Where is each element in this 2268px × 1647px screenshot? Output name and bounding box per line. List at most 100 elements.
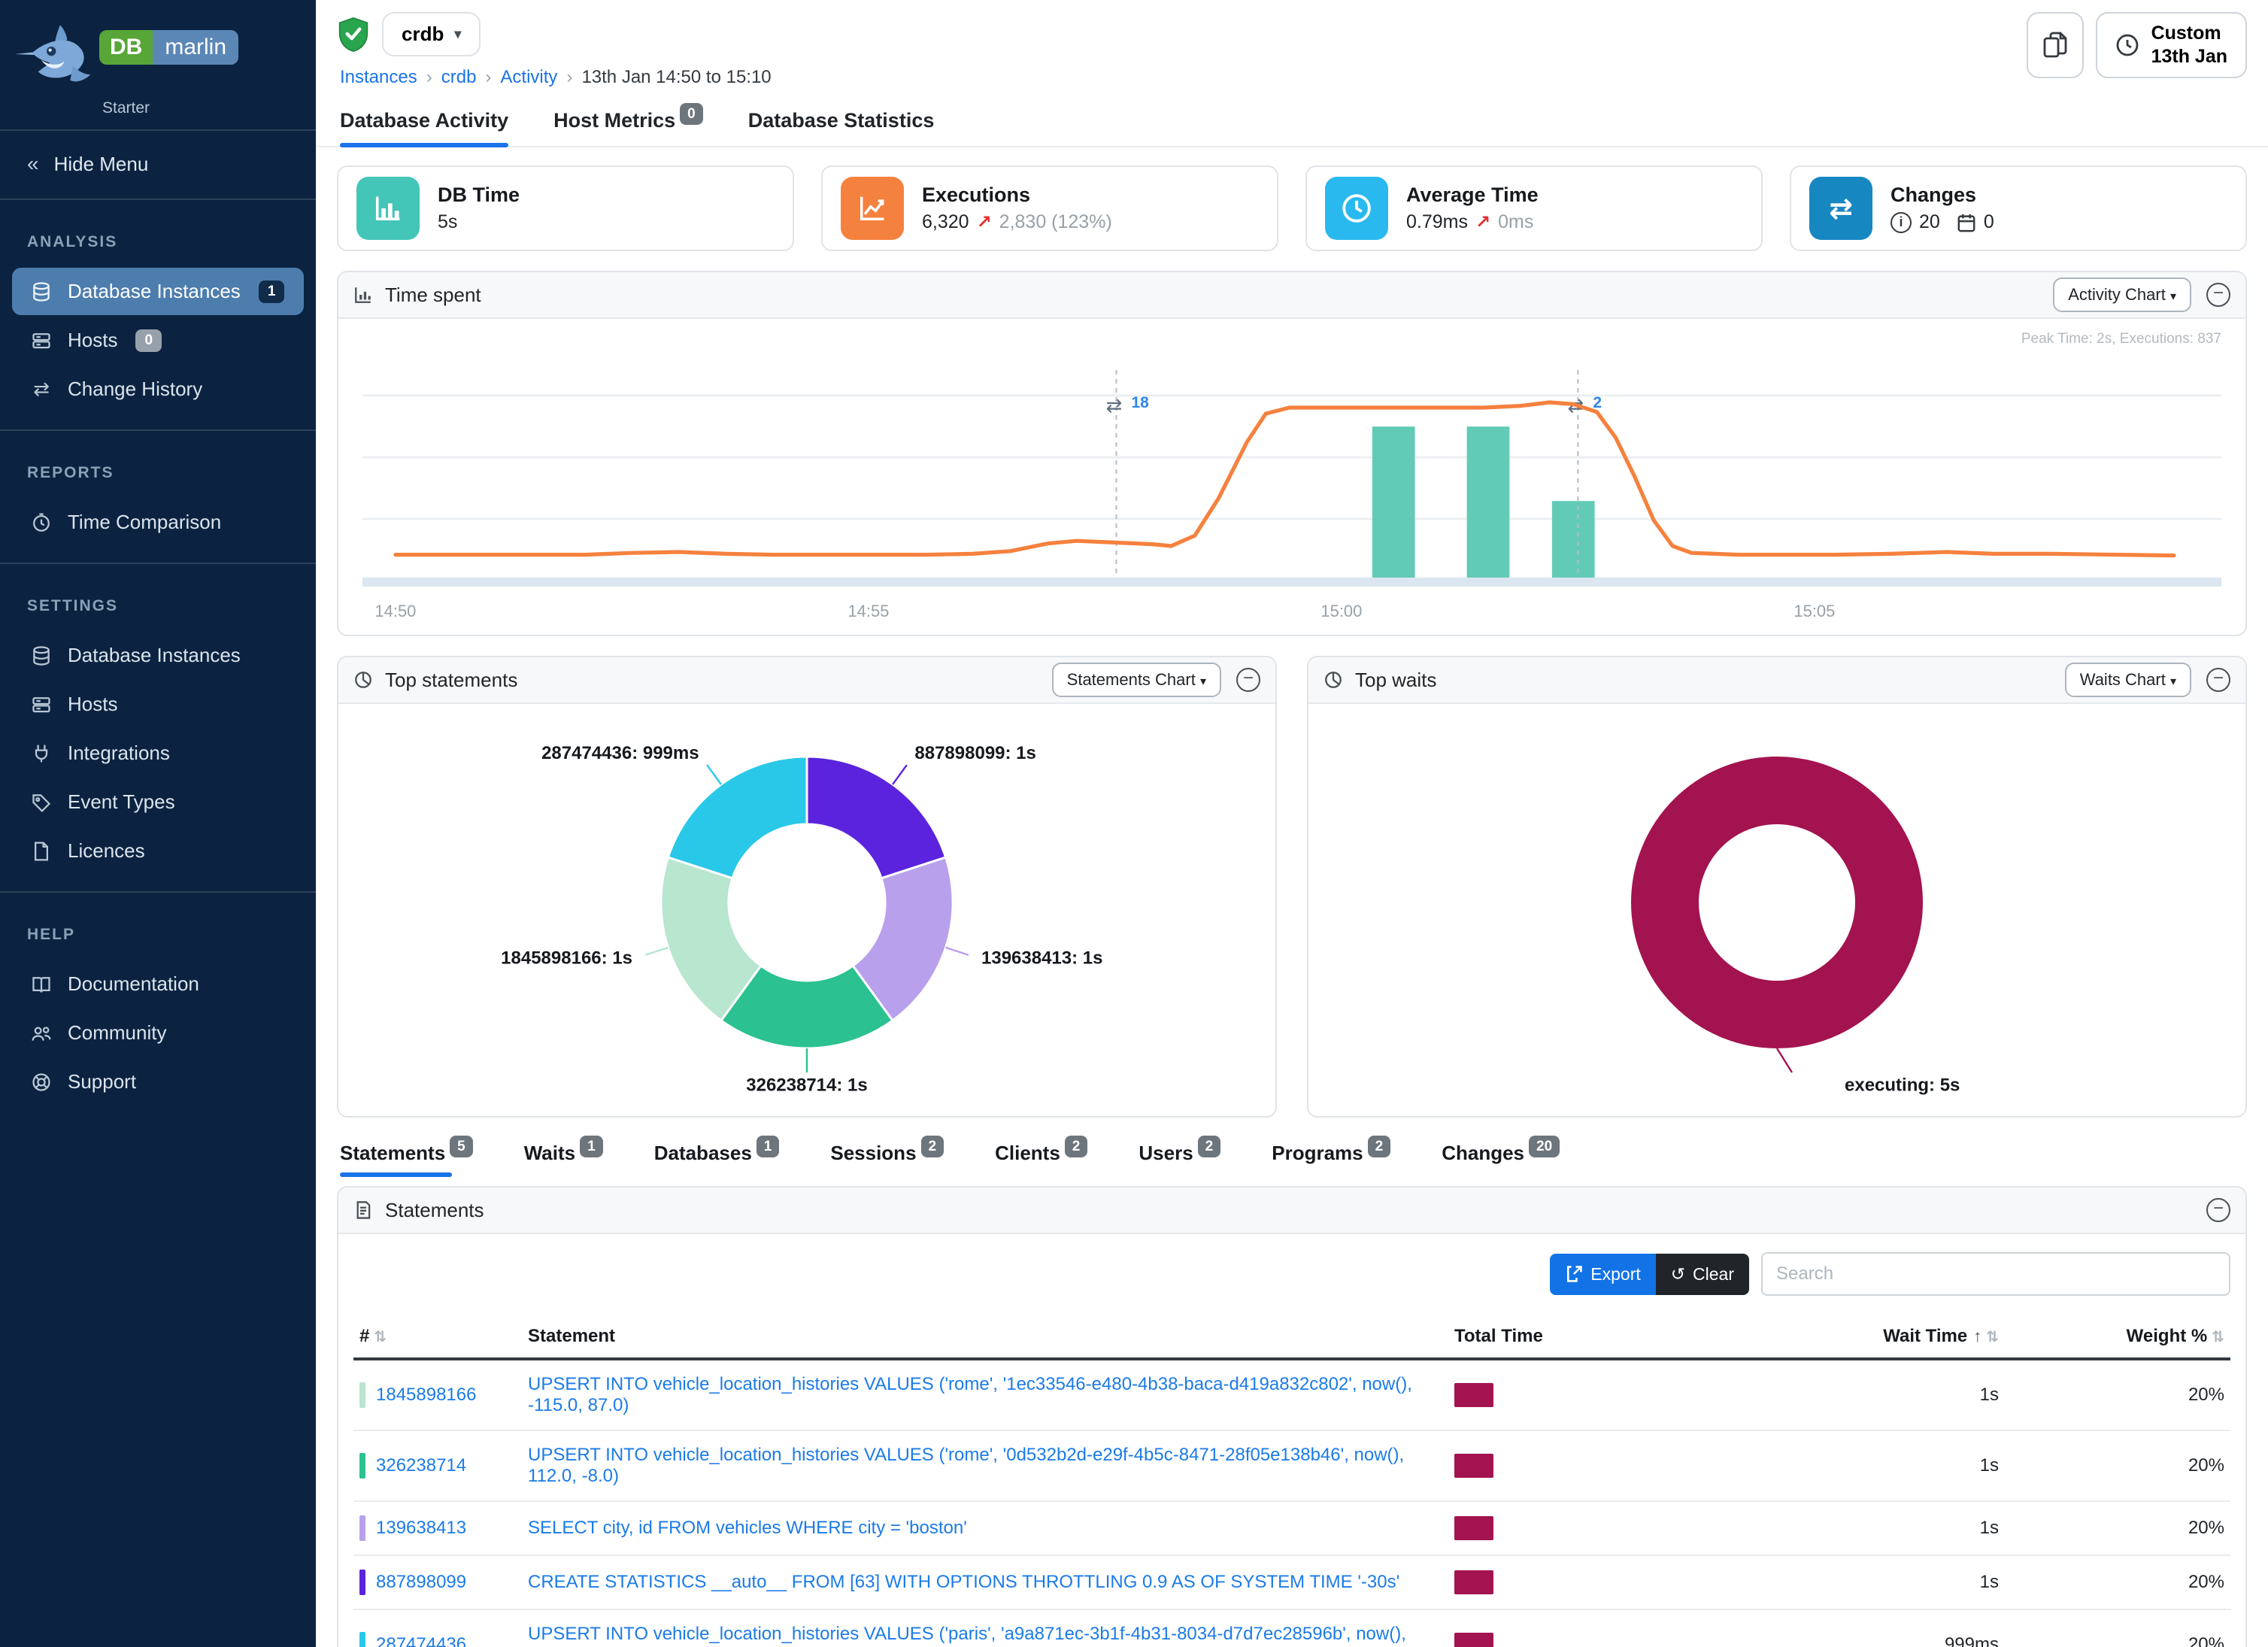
sidebar-item-time-comparison[interactable]: Time Comparison [12,499,304,546]
statement-color-chip [359,1632,365,1647]
statements-chart-dropdown[interactable]: Statements Chart ▾ [1051,663,1221,697]
instance-selector[interactable]: crdb ▾ [382,12,481,56]
svg-text:1845898166: 1s: 1845898166: 1s [501,948,632,969]
col-header-num[interactable]: # ⇅ [353,1317,522,1360]
sort-asc-icon: ↑ [1973,1327,1982,1345]
tab-programs[interactable]: Programs 2 [1272,1136,1391,1177]
divider [0,129,316,131]
top-waits-header: Top waits Waits Chart ▾ − [1308,657,2245,704]
waits-chart-dropdown[interactable]: Waits Chart ▾ [2064,663,2191,697]
col-header-statement[interactable]: Statement [522,1317,1448,1360]
sidebar-item-event-types[interactable]: Event Types [12,778,304,826]
undo-icon: ↺ [1670,1263,1686,1284]
tab-databases[interactable]: Databases 1 [654,1136,780,1177]
section-title: REPORTS [27,464,114,481]
sort-icon: ⇅ [374,1329,387,1345]
statement-id-link[interactable]: 287474436 [376,1634,467,1647]
tab-users[interactable]: Users 2 [1139,1136,1221,1177]
tab-host-metrics[interactable]: Host Metrics 0 [553,103,703,146]
statement-id-link[interactable]: 1845898166 [376,1385,477,1405]
breadcrumb-crdb[interactable]: crdb [441,67,477,87]
sidebar-item-licences[interactable]: Licences [12,827,304,875]
divider [0,199,316,200]
collapse-panel-button[interactable]: − [2206,283,2230,307]
divider [0,891,316,893]
sidebar-item-database-instances[interactable]: Database Instances 1 [12,268,304,315]
chevron-down-icon: ▾ [454,26,462,41]
statement-link[interactable]: UPSERT INTO vehicle_location_histories V… [528,1624,1406,1647]
statement-link[interactable]: UPSERT INTO vehicle_location_histories V… [528,1445,1405,1486]
card-value: 5s [438,211,458,232]
sidebar-item-database-instances-settings[interactable]: Database Instances [12,632,304,679]
statement-link[interactable]: UPSERT INTO vehicle_location_histories V… [528,1374,1412,1415]
count-badge: 1 [580,1136,603,1157]
swap-arrows-icon: ⇄ [33,378,50,400]
sidebar-item-community[interactable]: Community [12,1009,304,1057]
card-value: 6,320 [922,211,969,232]
statement-id-link[interactable]: 326238714 [376,1455,467,1476]
statement-link[interactable]: CREATE STATISTICS __auto__ FROM [63] WIT… [528,1572,1400,1592]
changes-calendar-count: 0 [1983,211,1994,232]
search-input[interactable] [1761,1252,2230,1296]
hide-menu-button[interactable]: « Hide Menu [27,152,149,175]
copy-link-button[interactable] [2026,12,2084,78]
tab-clients[interactable]: Clients 2 [995,1136,1088,1177]
sidebar-item-label: Community [68,1021,167,1044]
sidebar-item-documentation[interactable]: Documentation [12,960,304,1008]
sort-icon: ⇅ [1986,1329,1999,1345]
top-statements-header: Top statements Statements Chart ▾ − [338,657,1275,704]
top-waits-donut[interactable]: executing: 5s [1314,707,2239,1107]
tab-sessions[interactable]: Sessions 2 [830,1136,944,1177]
statement-id-link[interactable]: 887898099 [376,1572,467,1592]
count-badge: 2 [1367,1136,1391,1157]
wait-time-cell: 1s [1629,1555,2005,1610]
top-statements-donut[interactable]: 887898099: 1s 139638413: 1s 326238714: 1s 1… [344,707,1269,1107]
weight-cell: 20% [2005,1501,2230,1556]
sidebar-item-hosts[interactable]: Hosts 0 [12,317,304,364]
breadcrumb-instances[interactable]: Instances [340,67,417,87]
time-range-button[interactable]: Custom 13th Jan [2095,12,2247,78]
table-row: 1845898166 UPSERT INTO vehicle_location_… [353,1359,2230,1431]
clock-icon [30,512,53,533]
card-title: DB Time [438,184,520,206]
collapse-panel-button[interactable]: − [2206,1198,2230,1222]
sidebar-item-label: Documentation [68,972,199,995]
sidebar-item-hosts-settings[interactable]: Hosts [12,681,304,728]
brand-wordmark: DB marlin [99,30,239,65]
pie-chart-icon [1324,670,1343,690]
sidebar-section-settings: SETTINGS Database Instances Hosts Integr… [0,564,316,891]
sidebar-item-integrations[interactable]: Integrations [12,729,304,777]
weight-cell: 20% [2005,1359,2230,1431]
tab-statements[interactable]: Statements 5 [340,1136,473,1177]
divider [0,563,316,564]
col-header-weight[interactable]: Weight % ⇅ [2005,1317,2230,1360]
wait-time-cell: 1s [1629,1501,2005,1556]
tab-changes[interactable]: Changes 20 [1442,1136,1560,1177]
tab-waits[interactable]: Waits 1 [524,1136,603,1177]
statement-link[interactable]: SELECT city, id FROM vehicles WHERE city… [528,1518,967,1538]
changes-info-count: 20 [1919,211,1940,232]
breadcrumb-activity[interactable]: Activity [500,67,558,87]
chevron-down-icon: ▾ [2169,675,2176,688]
main-area: crdb ▾ Instances › crdb › Activity › 13th Jan … [316,0,2268,1647]
count-badge: 20 [1529,1136,1560,1157]
tab-database-activity[interactable]: Database Activity [340,109,509,147]
col-header-total-time[interactable]: Total Time [1448,1317,1629,1360]
collapse-panel-button[interactable]: − [2206,668,2230,692]
col-header-wait-time[interactable]: Wait Time ↑ ⇅ [1629,1317,2005,1360]
time-spent-chart[interactable]: Peak Time: 2s, Executions: 837 ⇄ 18 ⇄ 2 14:5… [338,319,2245,635]
statement-id-link[interactable]: 139638413 [376,1518,467,1538]
activity-chart-svg[interactable]: ⇄ 18 ⇄ 214:50 14:55 15:00 15:05 [350,328,2233,626]
sidebar-section-analysis: ANALYSIS Database Instances 1 Hosts 0 ⇄ … [0,200,316,429]
count-badge: 2 [1197,1136,1221,1157]
activity-chart-dropdown[interactable]: Activity Chart ▾ [2053,278,2191,312]
sidebar-item-change-history[interactable]: ⇄ Change History [12,365,304,413]
svg-text:287474436: 999ms: 287474436: 999ms [541,743,699,763]
collapse-panel-button[interactable]: − [1236,668,1260,692]
time-spent-header: Time spent Activity Chart ▾ − [338,272,2245,319]
export-button[interactable]: Export [1550,1253,1656,1295]
sidebar-item-support[interactable]: Support [12,1058,304,1106]
clear-button[interactable]: ↺ Clear [1655,1253,1749,1295]
tab-database-statistics[interactable]: Database Statistics [747,109,935,132]
